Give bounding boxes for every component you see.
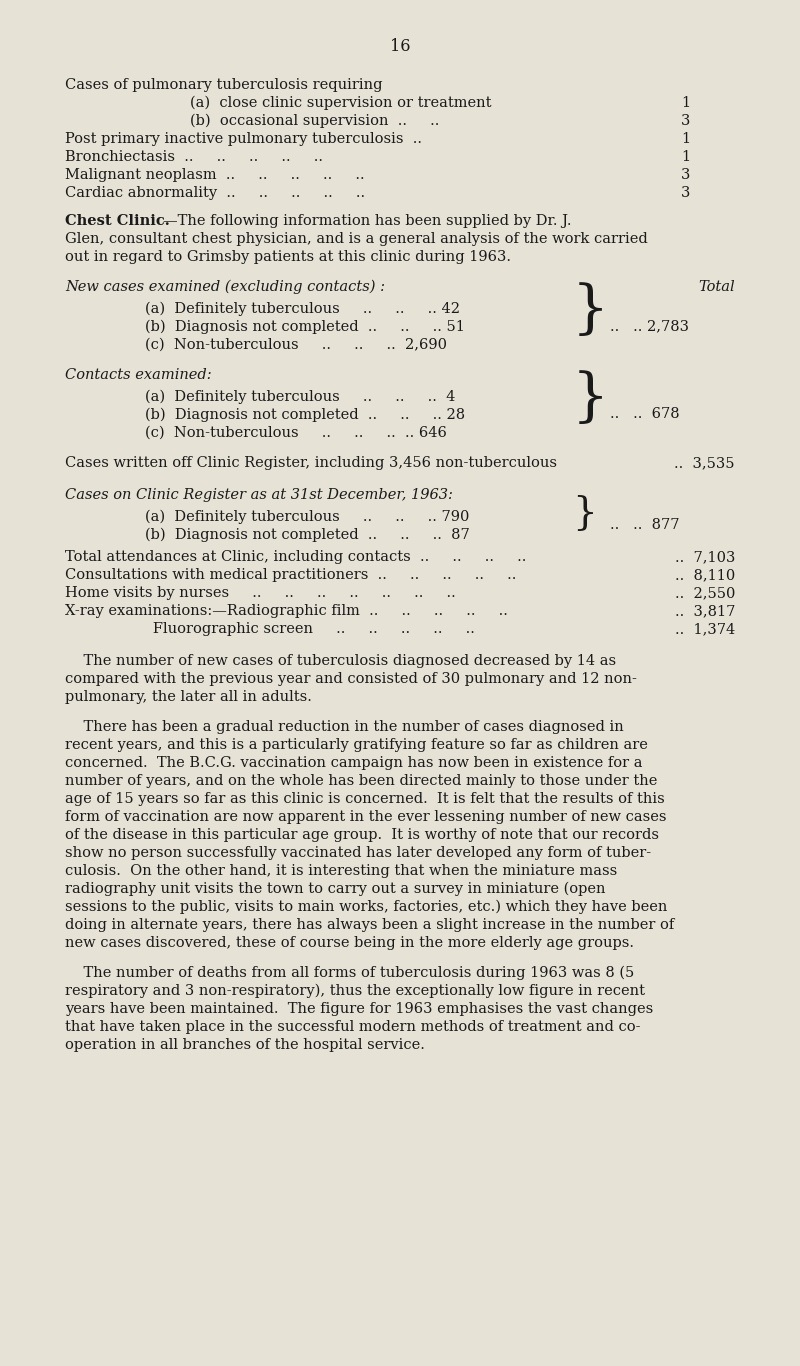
Text: —The following information has been supplied by Dr. J.: —The following information has been supp…: [163, 214, 571, 228]
Text: ..   .. 2,783: .. .. 2,783: [610, 320, 689, 333]
Text: radiography unit visits the town to carry out a survey in miniature (open: radiography unit visits the town to carr…: [65, 882, 606, 896]
Text: ..   ..  877: .. .. 877: [610, 518, 679, 531]
Text: ..  7,103: .. 7,103: [674, 550, 735, 564]
Text: (a)  close clinic supervision or treatment: (a) close clinic supervision or treatmen…: [190, 96, 491, 111]
Text: ..  3,817: .. 3,817: [674, 604, 735, 617]
Text: concerned.  The B.C.G. vaccination campaign has now been in existence for a: concerned. The B.C.G. vaccination campai…: [65, 755, 642, 770]
Text: Total: Total: [698, 280, 735, 294]
Text: Bronchiectasis  ..     ..     ..     ..     ..: Bronchiectasis .. .. .. .. ..: [65, 150, 323, 164]
Text: operation in all branches of the hospital service.: operation in all branches of the hospita…: [65, 1038, 425, 1052]
Text: of the disease in this particular age group.  It is worthy of note that our reco: of the disease in this particular age gr…: [65, 828, 659, 841]
Text: ..   ..  678: .. .. 678: [610, 407, 680, 421]
Text: compared with the previous year and consisted of 30 pulmonary and 12 non-: compared with the previous year and cons…: [65, 672, 637, 686]
Text: There has been a gradual reduction in the number of cases diagnosed in: There has been a gradual reduction in th…: [65, 720, 624, 734]
Text: years have been maintained.  The figure for 1963 emphasises the vast changes: years have been maintained. The figure f…: [65, 1003, 654, 1016]
Text: X-ray examinations:—Radiographic film  ..     ..     ..     ..     ..: X-ray examinations:—Radiographic film ..…: [65, 604, 508, 617]
Text: ..  8,110: .. 8,110: [674, 568, 735, 582]
Text: (a)  Definitely tuberculous     ..     ..     ..  4: (a) Definitely tuberculous .. .. .. 4: [145, 391, 455, 404]
Text: (b)  Diagnosis not completed  ..     ..     ..  87: (b) Diagnosis not completed .. .. .. 87: [145, 529, 470, 542]
Text: Cases written off Clinic Register, including 3,456 non-tuberculous: Cases written off Clinic Register, inclu…: [65, 456, 557, 470]
Text: Cases of pulmonary tuberculosis requiring: Cases of pulmonary tuberculosis requirin…: [65, 78, 382, 92]
Text: 1: 1: [681, 96, 690, 111]
Text: 3: 3: [681, 113, 690, 128]
Text: Total attendances at Clinic, including contacts  ..     ..     ..     ..: Total attendances at Clinic, including c…: [65, 550, 526, 564]
Text: 1: 1: [681, 133, 690, 146]
Text: ..  2,550: .. 2,550: [674, 586, 735, 600]
Text: culosis.  On the other hand, it is interesting that when the miniature mass: culosis. On the other hand, it is intere…: [65, 865, 618, 878]
Text: The number of new cases of tuberculosis diagnosed decreased by 14 as: The number of new cases of tuberculosis …: [65, 654, 616, 668]
Text: Chest Clinic.: Chest Clinic.: [65, 214, 170, 228]
Text: (c)  Non-tuberculous     ..     ..     ..  .. 646: (c) Non-tuberculous .. .. .. .. 646: [145, 426, 447, 440]
Text: (a)  Definitely tuberculous     ..     ..     .. 42: (a) Definitely tuberculous .. .. .. 42: [145, 302, 460, 317]
Text: ..  3,535: .. 3,535: [674, 456, 735, 470]
Text: 3: 3: [681, 168, 690, 182]
Text: Fluorographic screen     ..     ..     ..     ..     ..: Fluorographic screen .. .. .. .. ..: [65, 622, 475, 637]
Text: 1: 1: [681, 150, 690, 164]
Text: Cases on Clinic Register as at 31st December, 1963:: Cases on Clinic Register as at 31st Dece…: [65, 488, 453, 501]
Text: }: }: [572, 494, 597, 533]
Text: (b)  Diagnosis not completed  ..     ..     .. 51: (b) Diagnosis not completed .. .. .. 51: [145, 320, 465, 335]
Text: (b)  Diagnosis not completed  ..     ..     .. 28: (b) Diagnosis not completed .. .. .. 28: [145, 408, 465, 422]
Text: Cardiac abnormality  ..     ..     ..     ..     ..: Cardiac abnormality .. .. .. .. ..: [65, 186, 365, 199]
Text: form of vaccination are now apparent in the ever lessening number of new cases: form of vaccination are now apparent in …: [65, 810, 666, 824]
Text: Post primary inactive pulmonary tuberculosis  ..: Post primary inactive pulmonary tubercul…: [65, 133, 422, 146]
Text: number of years, and on the whole has been directed mainly to those under the: number of years, and on the whole has be…: [65, 775, 658, 788]
Text: recent years, and this is a particularly gratifying feature so far as children a: recent years, and this is a particularly…: [65, 738, 648, 753]
Text: show no person successfully vaccinated has later developed any form of tuber-: show no person successfully vaccinated h…: [65, 846, 651, 861]
Text: Contacts examined:: Contacts examined:: [65, 367, 212, 382]
Text: Malignant neoplasm  ..     ..     ..     ..     ..: Malignant neoplasm .. .. .. .. ..: [65, 168, 365, 182]
Text: sessions to the public, visits to main works, factories, etc.) which they have b: sessions to the public, visits to main w…: [65, 900, 667, 914]
Text: (a)  Definitely tuberculous     ..     ..     .. 790: (a) Definitely tuberculous .. .. .. 790: [145, 510, 470, 525]
Text: 3: 3: [681, 186, 690, 199]
Text: that have taken place in the successful modern methods of treatment and co-: that have taken place in the successful …: [65, 1020, 641, 1034]
Text: (b)  occasional supervision  ..     ..: (b) occasional supervision .. ..: [190, 113, 439, 128]
Text: Consultations with medical practitioners  ..     ..     ..     ..     ..: Consultations with medical practitioners…: [65, 568, 516, 582]
Text: The number of deaths from all forms of tuberculosis during 1963 was 8 (5: The number of deaths from all forms of t…: [65, 966, 634, 981]
Text: pulmonary, the later all in adults.: pulmonary, the later all in adults.: [65, 690, 312, 703]
Text: Home visits by nurses     ..     ..     ..     ..     ..     ..     ..: Home visits by nurses .. .. .. .. .. .. …: [65, 586, 456, 600]
Text: new cases discovered, these of course being in the more elderly age groups.: new cases discovered, these of course be…: [65, 936, 634, 949]
Text: }: }: [572, 283, 609, 339]
Text: ..  1,374: .. 1,374: [674, 622, 735, 637]
Text: Glen, consultant chest physician, and is a general analysis of the work carried: Glen, consultant chest physician, and is…: [65, 232, 648, 246]
Text: doing in alternate years, there has always been a slight increase in the number : doing in alternate years, there has alwa…: [65, 918, 674, 932]
Text: out in regard to Grimsby patients at this clinic during 1963.: out in regard to Grimsby patients at thi…: [65, 250, 511, 264]
Text: New cases examined (excluding contacts) :: New cases examined (excluding contacts) …: [65, 280, 385, 295]
Text: respiratory and 3 non-respiratory), thus the exceptionally low figure in recent: respiratory and 3 non-respiratory), thus…: [65, 984, 645, 999]
Text: 16: 16: [390, 38, 410, 55]
Text: age of 15 years so far as this clinic is concerned.  It is felt that the results: age of 15 years so far as this clinic is…: [65, 792, 665, 806]
Text: (c)  Non-tuberculous     ..     ..     ..  2,690: (c) Non-tuberculous .. .. .. 2,690: [145, 337, 447, 352]
Text: }: }: [572, 372, 609, 428]
